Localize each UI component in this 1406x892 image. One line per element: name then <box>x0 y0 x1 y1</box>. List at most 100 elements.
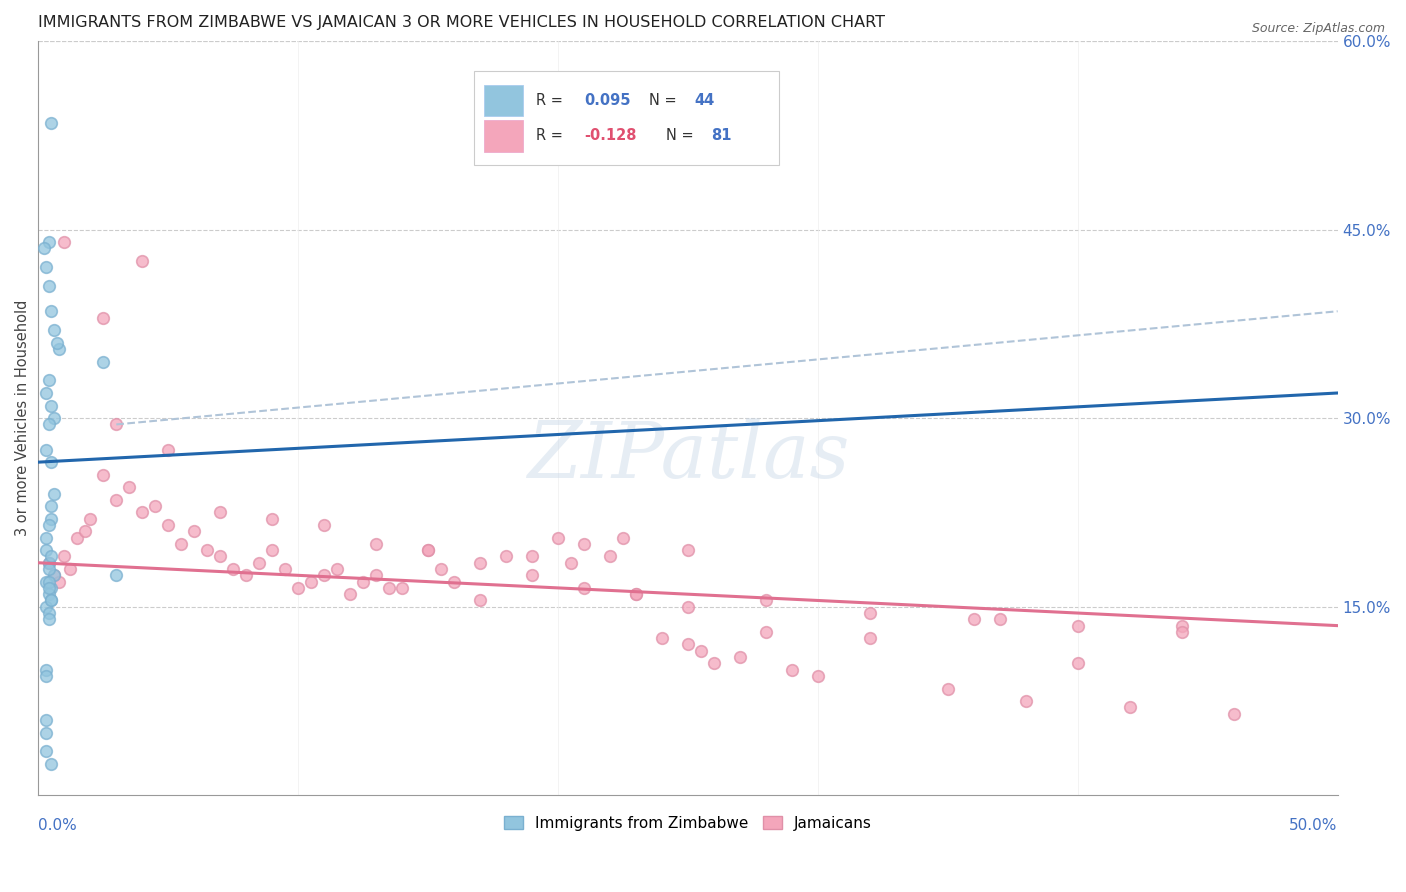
Point <box>41 304 63 318</box>
Point <box>91 467 114 482</box>
Point <box>624 587 647 601</box>
Point <box>41 756 63 771</box>
Bar <box>484 120 523 152</box>
Point <box>209 549 232 564</box>
Point <box>612 531 634 545</box>
Point <box>468 593 491 607</box>
Point <box>41 581 63 595</box>
Point <box>416 543 439 558</box>
Point <box>35 531 58 545</box>
Text: -0.128: -0.128 <box>583 128 637 144</box>
Point <box>520 549 543 564</box>
Point <box>599 549 621 564</box>
Point <box>41 593 63 607</box>
Point <box>287 581 309 595</box>
Point <box>38 606 60 620</box>
Point <box>807 669 830 683</box>
Point <box>274 562 297 576</box>
Point <box>38 518 60 533</box>
Point <box>262 543 284 558</box>
Point <box>495 549 517 564</box>
Point <box>131 506 153 520</box>
Point <box>676 638 699 652</box>
Point <box>105 568 128 582</box>
Point <box>41 499 63 513</box>
Text: 0.0%: 0.0% <box>38 818 77 833</box>
Point <box>222 562 245 576</box>
Point <box>703 657 725 671</box>
Point <box>780 663 803 677</box>
Point <box>728 650 751 665</box>
Point <box>35 663 58 677</box>
Point <box>35 442 58 457</box>
Point <box>247 556 270 570</box>
Point <box>936 681 959 696</box>
Point <box>391 581 413 595</box>
Point <box>352 574 374 589</box>
Point <box>75 524 97 539</box>
Point <box>520 568 543 582</box>
Point <box>378 581 401 595</box>
Point <box>676 543 699 558</box>
Point <box>157 518 180 533</box>
Point <box>314 518 336 533</box>
Point <box>38 587 60 601</box>
Point <box>624 587 647 601</box>
Point <box>314 568 336 582</box>
Point <box>963 612 986 626</box>
Point <box>35 713 58 727</box>
Point <box>91 354 114 368</box>
Text: 0.095: 0.095 <box>583 93 630 108</box>
Point <box>366 568 388 582</box>
Point <box>105 492 128 507</box>
Point <box>41 455 63 469</box>
Text: R =: R = <box>536 128 568 144</box>
Point <box>41 549 63 564</box>
Point <box>651 631 673 645</box>
Point <box>690 644 713 658</box>
Point <box>53 549 76 564</box>
Point <box>48 342 70 356</box>
Point <box>416 543 439 558</box>
Point <box>42 411 65 425</box>
Text: ZIPatlas: ZIPatlas <box>527 417 849 494</box>
Point <box>859 606 882 620</box>
Point <box>430 562 453 576</box>
Point <box>859 631 882 645</box>
Point <box>66 531 89 545</box>
Point <box>41 399 63 413</box>
Point <box>41 115 63 129</box>
Point <box>38 581 60 595</box>
Point <box>42 486 65 500</box>
Point <box>326 562 349 576</box>
Point <box>1170 624 1192 639</box>
Point <box>366 537 388 551</box>
Point <box>262 512 284 526</box>
Point <box>32 241 55 255</box>
Point <box>1015 694 1038 708</box>
Point <box>42 323 65 337</box>
Point <box>755 624 778 639</box>
Point <box>41 593 63 607</box>
Point <box>105 417 128 432</box>
Point <box>35 543 58 558</box>
Point <box>48 574 70 589</box>
Point <box>755 593 778 607</box>
Point <box>35 599 58 614</box>
Legend: Immigrants from Zimbabwe, Jamaicans: Immigrants from Zimbabwe, Jamaicans <box>498 810 877 837</box>
Point <box>45 335 67 350</box>
Point <box>38 556 60 570</box>
Point <box>299 574 322 589</box>
Point <box>572 581 595 595</box>
Point <box>157 442 180 457</box>
Point <box>38 574 60 589</box>
Point <box>143 499 166 513</box>
Point <box>1067 618 1090 632</box>
Point <box>1170 618 1192 632</box>
Point <box>560 556 582 570</box>
Text: R =: R = <box>536 93 568 108</box>
Point <box>38 373 60 387</box>
Point <box>468 556 491 570</box>
Point <box>42 568 65 582</box>
Point <box>38 556 60 570</box>
